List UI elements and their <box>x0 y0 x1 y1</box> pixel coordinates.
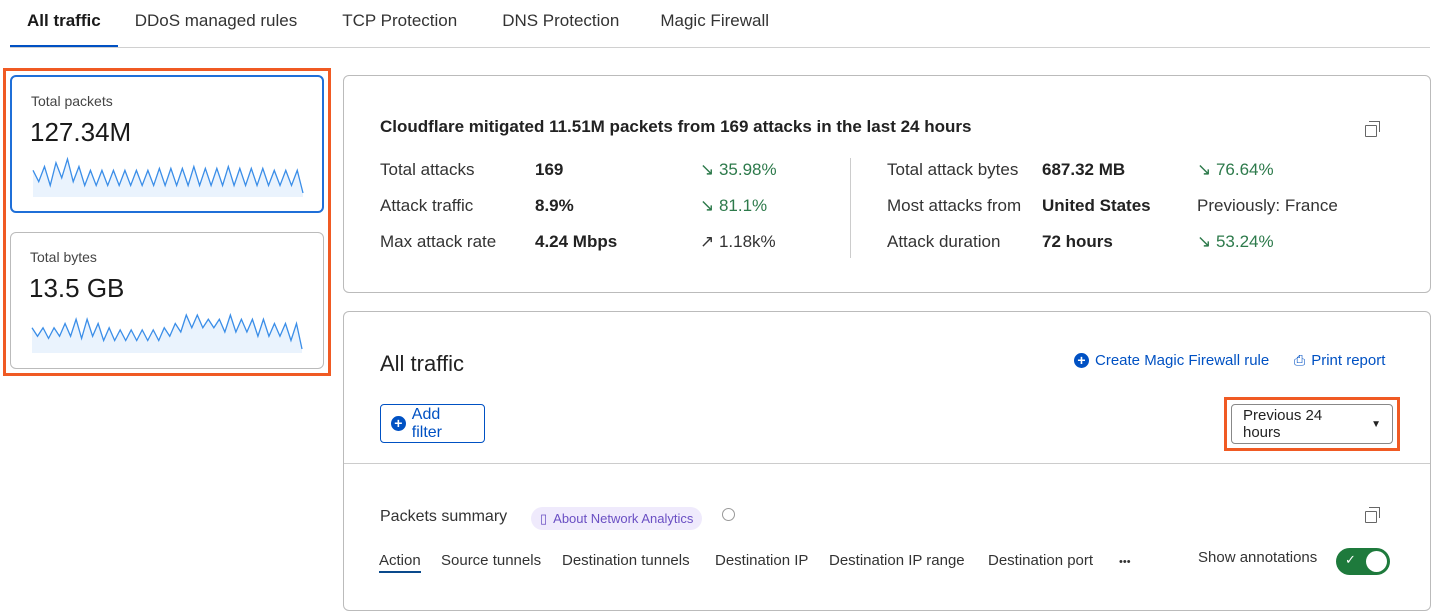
sparkline <box>31 312 303 353</box>
print-report-link[interactable]: ⎙ Print report <box>1294 352 1385 369</box>
select-value: Previous 24 hours <box>1243 407 1323 441</box>
all-traffic-card: All traffic + Create Magic Firewall rule … <box>343 311 1431 611</box>
sparkline <box>32 156 304 197</box>
tab-bar: All traffic DDoS managed rules TCP Prote… <box>10 0 1430 48</box>
caret-down-icon: ▼ <box>1371 418 1381 430</box>
more-icon[interactable]: ••• <box>1119 556 1131 568</box>
show-annotations-toggle[interactable]: ✓ <box>1336 548 1390 575</box>
button-label: Add filter <box>411 405 443 441</box>
change-value: 53.24% <box>1215 232 1274 251</box>
add-filter-button[interactable]: + Add filter <box>380 404 485 443</box>
subtab-action[interactable]: Action <box>379 552 421 573</box>
sparkline-line <box>31 312 303 350</box>
sparkline-line <box>32 156 304 194</box>
stat-label: Most attacks from <box>887 196 1022 215</box>
copy-icon[interactable] <box>1365 507 1380 523</box>
change-value: 1.18k% <box>718 232 776 251</box>
copy-icon[interactable] <box>1365 121 1380 137</box>
stat-value: 4.24 Mbps <box>535 232 618 251</box>
section-title: All traffic <box>380 351 464 376</box>
show-annotations-label: Show annotations <box>1198 549 1318 566</box>
stat-value: United States <box>1042 196 1151 215</box>
stat-value: 169 <box>535 160 564 179</box>
sparkline-area <box>32 315 302 353</box>
book-icon: ▯ <box>540 510 548 526</box>
subtab-destination-ip-range[interactable]: Destination IP range <box>829 552 965 569</box>
change-value: Previously: France <box>1197 196 1338 215</box>
metric-value: 127.34M <box>30 117 132 147</box>
stat-change: ↘ 81.1% <box>700 196 767 216</box>
subtab-destination-ip[interactable]: Destination IP <box>715 552 809 569</box>
about-network-analytics-badge[interactable]: ▯ About Network Analytics <box>531 507 703 530</box>
subtab-source-tunnels[interactable]: Source tunnels <box>441 552 542 569</box>
change-value: 81.1% <box>718 196 768 215</box>
trend-down-icon: ↘ <box>1197 160 1216 179</box>
stat-label: Max attack rate <box>380 232 497 251</box>
stat-label: Total attacks <box>380 160 475 179</box>
metric-label: Total packets <box>31 93 113 109</box>
link-label: Create Magic Firewall rule <box>1095 352 1270 369</box>
tab-dns-protection[interactable]: DNS Protection <box>502 11 620 30</box>
stat-change: ↘ 35.98% <box>700 160 777 180</box>
section-divider <box>344 463 1430 464</box>
clock-icon[interactable] <box>722 508 735 521</box>
subtab-destination-tunnels[interactable]: Destination tunnels <box>562 552 690 569</box>
stat-value: 687.32 MB <box>1042 160 1126 179</box>
metric-card-total-bytes[interactable]: Total bytes 13.5 GB <box>10 232 324 369</box>
subtab-destination-port[interactable]: Destination port <box>988 552 1094 569</box>
time-range-highlight <box>1224 397 1400 451</box>
stat-change: ↘ 53.24% <box>1197 232 1274 252</box>
toggle-knob <box>1366 551 1387 572</box>
stat-label: Attack traffic <box>380 196 474 215</box>
stat-change: ↗ 1.18k% <box>700 232 776 252</box>
attack-summary-card: Cloudflare mitigated 11.51M packets from… <box>343 75 1431 293</box>
stat-value: 8.9% <box>535 196 574 215</box>
check-icon: ✓ <box>1345 552 1356 567</box>
metric-label: Total bytes <box>30 249 97 265</box>
metrics-highlight <box>3 68 331 376</box>
tab-magic-firewall[interactable]: Magic Firewall <box>660 11 769 30</box>
trend-up-icon: ↗ <box>700 232 719 251</box>
change-value: 76.64% <box>1215 160 1274 179</box>
tab-all-traffic[interactable]: All traffic <box>10 0 118 47</box>
tab-ddos-managed-rules[interactable]: DDoS managed rules <box>134 11 298 30</box>
metric-value: 13.5 GB <box>29 273 125 303</box>
link-label: Print report <box>1311 352 1386 369</box>
summary-title: Cloudflare mitigated 11.51M packets from… <box>380 117 972 136</box>
plus-circle-icon: + <box>391 416 406 431</box>
change-value: 35.98% <box>718 160 777 179</box>
time-range-select[interactable]: Previous 24 hours ▼ <box>1231 404 1393 444</box>
trend-down-icon: ↘ <box>700 196 719 215</box>
tab-tcp-protection[interactable]: TCP Protection <box>342 11 458 30</box>
packets-summary-title: Packets summary <box>380 508 508 525</box>
metric-card-total-packets[interactable]: Total packets 127.34M <box>10 75 324 213</box>
trend-down-icon: ↘ <box>700 160 719 179</box>
stat-label: Attack duration <box>887 232 1001 251</box>
stat-change: Previously: France <box>1197 196 1338 216</box>
stat-change: ↘ 76.64% <box>1197 160 1274 180</box>
summary-divider <box>850 158 851 258</box>
create-firewall-rule-link[interactable]: + Create Magic Firewall rule <box>1074 352 1269 369</box>
plus-circle-icon: + <box>1074 353 1089 368</box>
printer-icon: ⎙ <box>1294 352 1306 368</box>
stat-label: Total attack bytes <box>887 160 1019 179</box>
badge-label: About Network Analytics <box>553 511 694 526</box>
stat-value: 72 hours <box>1042 232 1113 251</box>
trend-down-icon: ↘ <box>1197 232 1216 251</box>
